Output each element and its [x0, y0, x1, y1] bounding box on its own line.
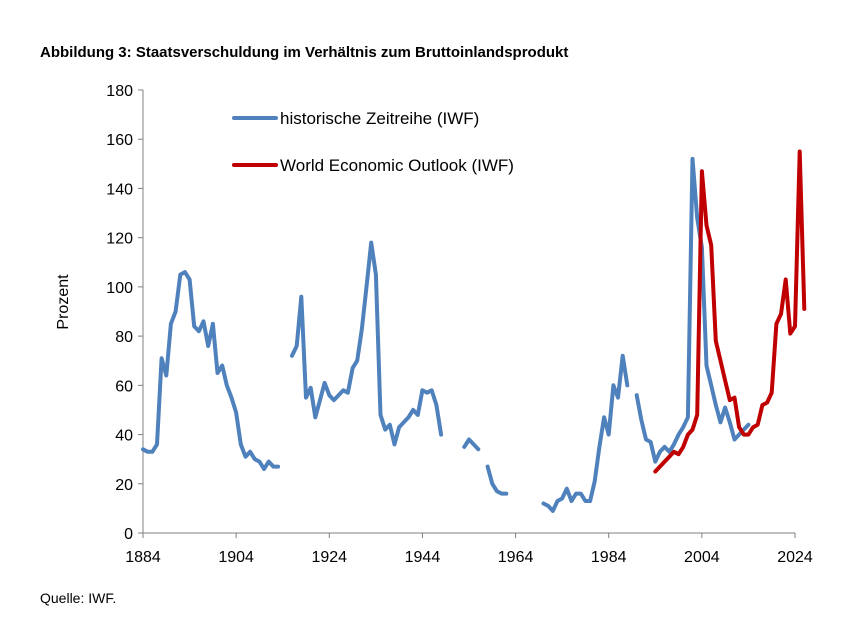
source-note: Quelle: IWF.	[40, 590, 117, 606]
x-tick-label: 1904	[218, 549, 254, 566]
series-line-historical	[541, 353, 630, 513]
x-tick-label: 1944	[405, 549, 441, 566]
series-line-historical	[141, 270, 281, 471]
series-line-historical	[485, 464, 509, 496]
x-tick-label: 1964	[498, 549, 534, 566]
series-line-historical	[634, 156, 751, 464]
y-tick-label: 80	[115, 329, 133, 346]
y-tick-label: 120	[106, 231, 133, 248]
y-tick-label: 100	[106, 280, 133, 297]
y-axis-label: Prozent	[55, 274, 72, 330]
y-tick-label: 0	[124, 526, 133, 543]
series-line-historical	[462, 437, 481, 452]
chart-legend: historische Zeitreihe (IWF) World Economi…	[232, 109, 514, 175]
series-line-weo	[653, 149, 807, 474]
y-tick-label: 140	[106, 181, 133, 198]
chart-title: Abbildung 3: Staatsverschuldung im Verhä…	[40, 44, 569, 61]
y-tick-label: 40	[115, 428, 133, 445]
y-tick-label: 60	[115, 378, 133, 395]
x-tick-label: 1984	[591, 549, 627, 566]
chart-plot-area	[141, 149, 807, 513]
y-tick-label: 180	[106, 83, 133, 100]
legend-label: historische Zeitreihe (IWF)	[280, 109, 479, 128]
x-tick-label: 2004	[684, 549, 720, 566]
x-tick-label: 1884	[125, 549, 161, 566]
y-tick-label: 160	[106, 132, 133, 149]
x-tick-label: 2024	[777, 549, 813, 566]
series-line-historical	[290, 240, 444, 447]
x-tick-label: 1924	[311, 549, 347, 566]
y-tick-label: 20	[115, 477, 133, 494]
chart-axes: 0 20 40 60 80 100 120 140 160 180 1884 1904 1924 1944…	[106, 83, 813, 566]
legend-label: World Economic Outlook (IWF)	[280, 156, 514, 175]
